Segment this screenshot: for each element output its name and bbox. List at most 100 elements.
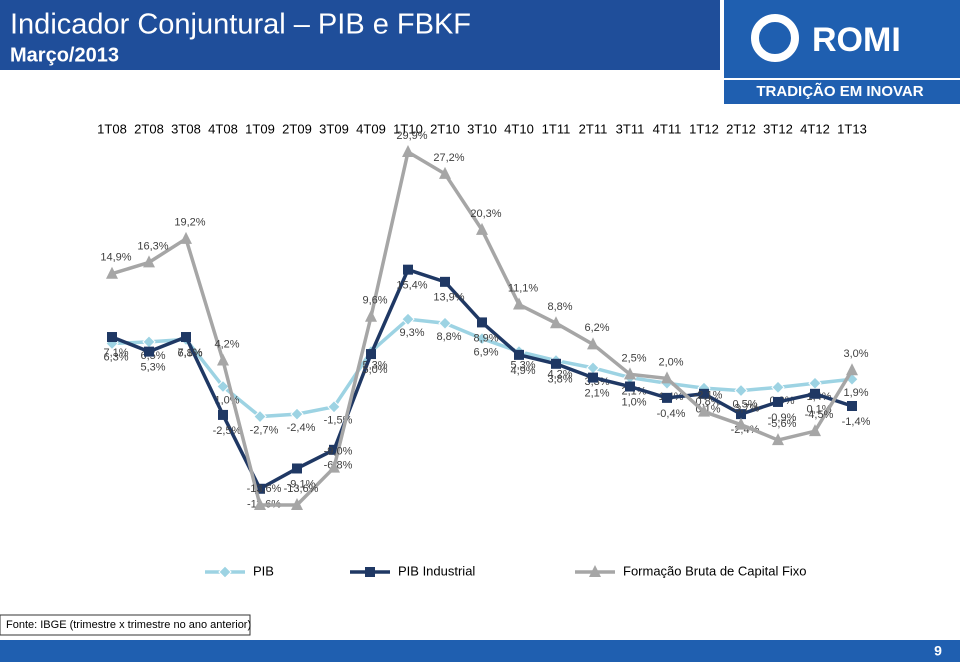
point [513,297,525,310]
data-label: -13,6% [284,483,319,495]
point [475,331,489,346]
point [440,276,450,287]
point [254,498,266,510]
point [551,358,561,369]
x-tick-label: 2T12 [726,121,756,136]
point [292,463,302,474]
data-label: 5,0% [362,364,387,376]
data-label: -2,7% [250,424,279,436]
page-number: 9 [934,643,942,659]
data-label: 6,2% [584,322,609,334]
data-label: 16,3% [137,240,168,252]
data-label: 27,2% [433,152,464,164]
point [550,316,562,329]
point [181,332,191,343]
x-tick-label: 4T08 [208,121,238,136]
data-label: 9,3% [399,327,424,339]
data-label: -5,6% [768,418,797,430]
x-tick-label: 2T10 [430,121,460,136]
point [846,363,858,376]
data-label: 13,9% [433,292,464,304]
point [588,372,598,383]
point [291,498,303,510]
x-tick-label: 4T09 [356,121,386,136]
point [589,565,601,577]
data-label: 4,2% [547,368,572,380]
point [327,400,341,414]
point [438,316,452,330]
x-tick-label: 1T08 [97,121,127,136]
point [847,400,857,411]
source-note: Fonte: IBGE (trimestre x trimestre no an… [6,619,251,631]
data-label: 3,8% [547,374,572,386]
slide-title: Indicador Conjuntural – PIB e FBKF [10,9,471,41]
series-line [111,267,853,492]
point [106,266,118,279]
data-label: -2,5% [213,425,242,437]
point [810,388,820,399]
tagline: TRADIÇÃO EM INOVAR [756,82,923,100]
data-label: 6,9% [473,347,498,359]
data-label: 1,0% [621,396,646,408]
tagline-band [724,80,960,104]
data-label: -4,5% [805,409,834,421]
data-label: 20,3% [470,208,501,220]
x-tick-label: 3T12 [763,121,793,136]
logo-box [724,0,960,78]
x-tick-label: 2T11 [579,121,608,136]
point [216,379,230,394]
point [218,565,232,579]
data-label: 0,5% [732,398,757,410]
data-label: 19,2% [174,217,205,229]
legend-label: PIB [253,563,274,578]
point [439,166,451,179]
point [773,396,783,407]
data-label: -2,1% [694,390,723,402]
legend-label: Formação Bruta de Capital Fixo [623,563,807,578]
point [142,335,156,349]
point [180,231,192,244]
data-label: 29,9% [396,130,427,142]
x-tick-label: 2T08 [134,121,164,136]
point [107,332,117,343]
x-tick-label: 3T09 [319,121,349,136]
data-label: 4,2% [214,338,239,350]
legend-label: PIB Industrial [398,563,475,578]
point [218,409,228,420]
data-label: -0,9% [768,412,797,424]
data-label: 11,1% [508,282,539,294]
point [477,317,487,328]
point [366,349,376,360]
data-label: -1,4% [842,416,871,428]
point [328,460,340,473]
point [586,361,600,375]
data-label: -9,0% [324,446,353,458]
x-tick-label: 3T10 [467,121,497,136]
point [144,346,154,357]
series-line [111,149,854,507]
data-label: 8,9% [473,332,498,344]
point [587,337,599,350]
data-label: 15,4% [396,280,427,292]
data-label: -2,4% [287,422,316,434]
point [772,433,784,446]
data-label: -3,7% [731,403,760,415]
point [734,383,748,398]
point [624,367,636,380]
data-label: -0,4% [657,408,686,420]
data-label: 4,9% [510,365,535,377]
point [514,349,524,360]
point [625,381,635,392]
point [735,417,747,430]
point [217,353,229,366]
point [365,309,377,322]
data-label: 14,9% [100,252,131,264]
point [290,407,304,421]
x-tick-label: 4T12 [800,121,830,136]
logo-text: ROMI [812,21,901,59]
data-label: 1,9% [843,387,868,399]
data-label: 7,1% [103,347,128,359]
data-label: 5,3% [510,360,535,372]
